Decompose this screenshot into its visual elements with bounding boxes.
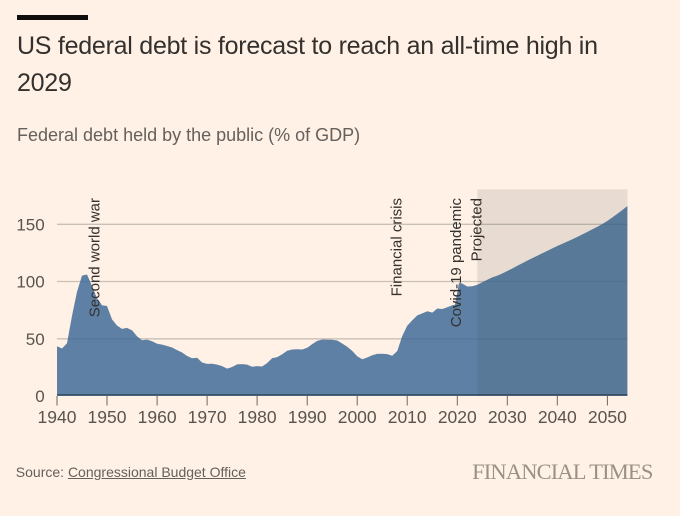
svg-text:2010: 2010 — [388, 407, 427, 427]
svg-text:Financial crisis: Financial crisis — [389, 198, 406, 296]
svg-text:2020: 2020 — [438, 407, 477, 427]
svg-text:Second world war: Second world war — [87, 198, 104, 317]
svg-text:50: 50 — [26, 330, 45, 349]
svg-text:1990: 1990 — [288, 407, 327, 427]
svg-text:100: 100 — [16, 273, 44, 292]
svg-text:2000: 2000 — [338, 407, 377, 427]
svg-text:150: 150 — [16, 216, 44, 235]
svg-text:1970: 1970 — [188, 407, 227, 427]
svg-text:Projected: Projected — [469, 198, 486, 261]
svg-text:0: 0 — [35, 387, 44, 406]
svg-text:1980: 1980 — [238, 407, 277, 427]
svg-text:1950: 1950 — [88, 407, 127, 427]
svg-text:1960: 1960 — [138, 407, 177, 427]
svg-text:2030: 2030 — [488, 407, 527, 427]
svg-text:Covid-19 pandemic: Covid-19 pandemic — [448, 198, 465, 328]
svg-text:1940: 1940 — [38, 407, 77, 427]
svg-text:2040: 2040 — [538, 407, 577, 427]
svg-text:2050: 2050 — [588, 407, 627, 427]
